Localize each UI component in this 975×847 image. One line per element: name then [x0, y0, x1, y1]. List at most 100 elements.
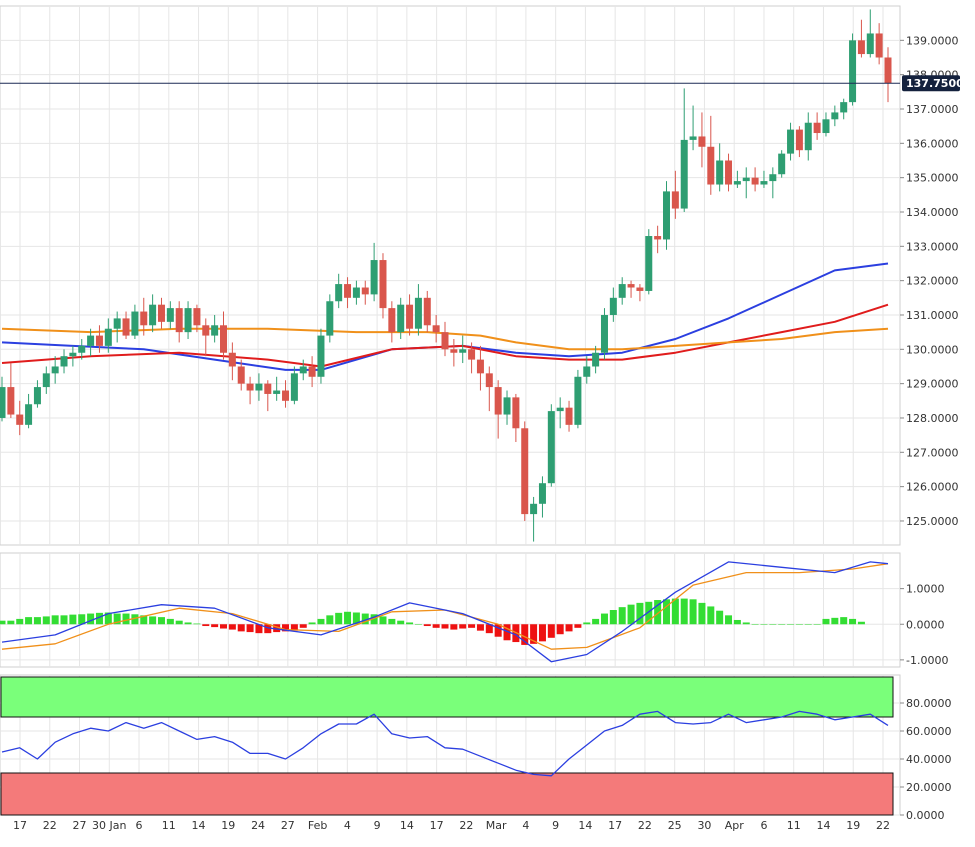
candle-body — [822, 119, 830, 134]
macd-histogram-bar — [645, 601, 653, 625]
macd-histogram-bar — [0, 620, 6, 625]
candle-body — [556, 407, 564, 412]
macd-histogram-bar — [636, 602, 644, 625]
candle-body — [246, 383, 254, 391]
candle-body — [7, 387, 15, 415]
x-tick-label: 9 — [374, 819, 381, 832]
y-tick-label: 134.0000 — [906, 206, 959, 219]
macd-histogram-bar — [166, 618, 174, 625]
candle-body — [663, 191, 670, 240]
candle-body — [857, 40, 865, 55]
x-tick-label: 30 Jan — [92, 819, 126, 832]
macd-histogram-bar — [618, 607, 626, 625]
macd-histogram-bar — [565, 624, 573, 632]
candle-body — [583, 366, 591, 377]
macd-histogram-bar — [335, 612, 343, 625]
candle-body — [131, 311, 139, 336]
macd-histogram-bar — [583, 622, 591, 625]
macd-histogram-bar — [547, 624, 555, 638]
rsi-zones — [0, 676, 894, 816]
macd-histogram-bar — [317, 618, 325, 625]
indicator-lines — [1, 561, 889, 777]
y-tick-label: 139.0000 — [906, 34, 959, 47]
macd-histogram-bar — [468, 624, 476, 628]
macd-histogram-bar — [600, 613, 608, 625]
candle-body — [140, 311, 148, 326]
x-tick-label: 6 — [760, 819, 767, 832]
x-tick-label: 27 — [281, 819, 295, 832]
chart-gridlines — [0, 6, 900, 816]
macd-histogram-bar — [246, 624, 254, 633]
candle-body — [326, 301, 334, 336]
x-tick-label: 14 — [578, 819, 592, 832]
candle-body — [450, 349, 458, 353]
candle-body — [494, 387, 502, 415]
candle-body — [308, 366, 316, 377]
candle-body — [33, 387, 41, 405]
candle-body — [707, 146, 715, 185]
macd-histogram-bar — [671, 598, 679, 625]
macd-histogram-bar — [282, 624, 290, 632]
moving-average-line-red — [1, 303, 889, 368]
y-tick-label: 136.0000 — [906, 137, 959, 150]
macd-histogram-bar — [707, 606, 715, 625]
candle-body — [636, 287, 644, 291]
y-tick-label: 137.0000 — [906, 103, 959, 116]
candle-body — [388, 308, 396, 333]
macd-histogram-bar — [42, 616, 50, 625]
macd-histogram-bar — [255, 624, 263, 634]
macd-histogram-bar — [95, 612, 103, 625]
macd-histogram-bar — [237, 624, 245, 632]
macd-histogram-bar — [149, 616, 157, 625]
x-tick-label: 25 — [668, 819, 682, 832]
candle-body — [760, 181, 768, 185]
candle-body — [122, 318, 130, 336]
macd-histogram-bar — [361, 613, 369, 625]
candle-body — [78, 345, 86, 353]
macd-histogram-bar — [769, 624, 777, 625]
candle-body — [60, 356, 68, 367]
candle-body — [184, 308, 192, 333]
candle-body — [211, 325, 219, 336]
macd-histogram-bar — [530, 624, 538, 644]
macd-histogram-bar — [33, 617, 41, 625]
candle-body — [592, 352, 600, 367]
candle-body — [884, 57, 892, 84]
candle-body — [503, 397, 511, 415]
moving-average-line-blue — [1, 262, 889, 371]
y-tick-label: 133.0000 — [906, 240, 959, 253]
candle-body — [335, 284, 343, 302]
x-tick-label: 22 — [459, 819, 473, 832]
x-tick-label: 14 — [192, 819, 206, 832]
macd-histogram-bar — [220, 624, 227, 629]
candle-body — [51, 366, 59, 374]
candle-body — [618, 284, 626, 298]
macd-histogram-bar — [804, 624, 812, 625]
macd-histogram-bar — [397, 620, 405, 625]
y-tick-label: 132.0000 — [906, 275, 959, 288]
macd-histogram-bar — [787, 624, 795, 625]
macd-histogram-bar — [494, 624, 502, 637]
macd-histogram-bar — [680, 598, 688, 625]
macd-histogram-bar — [716, 610, 724, 625]
candle-body — [317, 335, 325, 377]
x-tick-label: 27 — [73, 819, 87, 832]
candle-body — [25, 404, 33, 425]
macd-histogram-bar — [689, 599, 697, 625]
macd-histogram-bar — [264, 624, 272, 634]
y-tick-label: 0.0000 — [906, 809, 945, 822]
x-tick-label: 6 — [136, 819, 143, 832]
macd-histogram-bar — [326, 615, 334, 625]
candle-body — [264, 383, 272, 394]
current-price-marker: 137.7500 — [0, 75, 964, 92]
y-tick-label: 135.0000 — [906, 172, 959, 185]
candle-body — [220, 325, 227, 353]
y-tick-label: -1.0000 — [906, 654, 948, 667]
candle-body — [609, 297, 617, 315]
candle-body — [689, 136, 697, 140]
candle-body — [228, 352, 236, 367]
y-tick-label: 40.0000 — [906, 753, 952, 766]
candle-body — [42, 373, 50, 388]
candle-body — [671, 191, 679, 209]
macd-histogram-bar — [760, 624, 768, 625]
